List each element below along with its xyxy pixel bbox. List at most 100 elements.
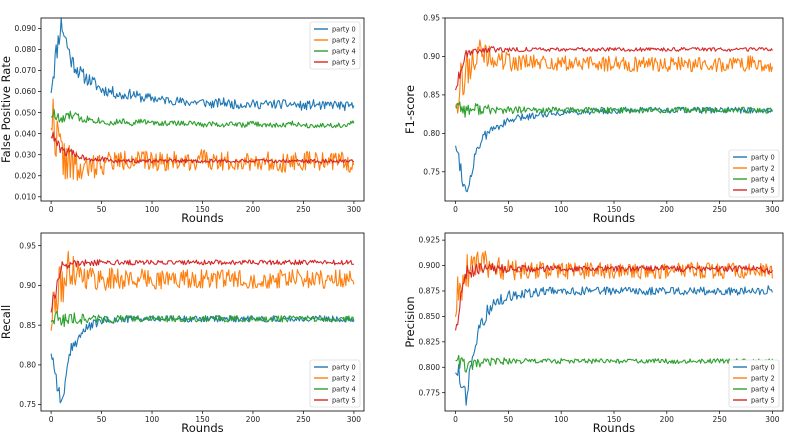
f1-legend-label: party 5 (751, 186, 775, 194)
fpr-series-party-2 (50, 98, 355, 181)
precision-y-tick-label: 0.850 (419, 312, 441, 321)
fpr-series-party-5 (50, 131, 355, 164)
f1-x-tick-label: 300 (765, 205, 780, 214)
fpr-y-tick-label: 0.090 (15, 24, 37, 33)
fpr-y-tick-label: 0.030 (15, 150, 37, 159)
precision-legend-label: party 4 (751, 385, 775, 393)
fpr-legend-label: party 2 (332, 36, 356, 44)
recall-y-tick-label: 0.85 (19, 321, 36, 330)
f1-x-tick-label: 150 (607, 205, 622, 214)
f1-y-tick-label: 0.95 (423, 14, 440, 23)
precision-y-tick-label: 0.875 (419, 287, 441, 296)
precision-series-party-0 (455, 285, 773, 406)
precision-x-tick-label: 250 (712, 415, 727, 424)
recall-y-axis-label: Recall (0, 305, 13, 339)
f1-chart: 0 50 100 150 200 250 300 0.75 0.80 0.85 0.90 0.95 Ro… (403, 14, 784, 225)
recall-x-tick-label: 250 (296, 415, 311, 424)
precision-series-party-4 (455, 354, 773, 373)
f1-legend-label: party 2 (751, 164, 775, 172)
f1-legend-label: party 4 (751, 175, 775, 183)
f1-series-party-2 (455, 39, 773, 114)
recall-x-tick-label: 150 (195, 415, 210, 424)
recall-legend: party 0 party 2 party 4 party 5 (309, 359, 361, 408)
f1-series-party-4 (455, 101, 773, 118)
f1-legend: party 0 party 2 party 4 party 5 (728, 149, 780, 198)
precision-x-tick-label: 200 (660, 415, 675, 424)
fpr-series-party-4 (50, 108, 355, 129)
fpr-y-tick-label: 0.040 (15, 129, 37, 138)
precision-x-axis-label: Rounds (593, 421, 635, 434)
recall-legend-label: party 2 (332, 374, 356, 382)
fpr-y-tick-label: 0.060 (15, 87, 37, 96)
f1-legend-label: party 0 (751, 153, 775, 161)
recall-y-tick-label: 0.80 (19, 361, 36, 370)
fpr-x-tick-label: 0 (49, 205, 54, 214)
f1-y-tick-label: 0.85 (423, 90, 440, 99)
recall-legend-label: party 5 (332, 396, 356, 404)
f1-y-tick-label: 0.80 (423, 129, 440, 138)
fpr-legend-label: party 0 (332, 25, 356, 33)
recall-series-party-2 (50, 250, 355, 331)
precision-legend-label: party 0 (751, 363, 775, 371)
f1-y-axis-label: F1-score (403, 85, 417, 134)
recall-legend-label: party 4 (332, 385, 356, 393)
recall-x-tick-label: 50 (97, 415, 107, 424)
fpr-y-tick-label: 0.010 (15, 192, 37, 201)
recall-series-party-5 (50, 259, 354, 313)
recall-x-tick-label: 300 (347, 415, 362, 424)
recall-x-tick-label: 0 (49, 415, 54, 424)
precision-x-tick-label: 0 (453, 415, 458, 424)
precision-chart: 0 50 100 150 200 250 300 0.775 0.800 0.825 0.850 0.… (403, 232, 784, 434)
recall-chart: 0 50 100 150 200 250 300 0.75 0.80 0.85 0.90 0.95 Ro… (0, 232, 365, 434)
fpr-y-axis-label: False Positive Rate (0, 56, 13, 163)
f1-x-tick-label: 0 (453, 205, 458, 214)
recall-y-tick-label: 0.75 (19, 400, 36, 409)
f1-legend-box (728, 149, 780, 198)
precision-legend-box (728, 359, 780, 408)
recall-y-tick-label: 0.90 (19, 281, 36, 290)
recall-x-axis-label: Rounds (181, 421, 223, 434)
fpr-x-tick-label: 50 (97, 205, 107, 214)
fpr-y-tick-label: 0.080 (15, 45, 37, 54)
precision-y-tick-label: 0.900 (419, 261, 441, 270)
fpr-series-party-0 (50, 17, 355, 112)
recall-series-party-4 (50, 310, 355, 328)
fpr-y-tick-label: 0.020 (15, 171, 37, 180)
fpr-y-tick-label: 0.050 (15, 108, 37, 117)
precision-x-tick-label: 150 (607, 415, 622, 424)
fpr-legend-label: party 4 (332, 47, 356, 55)
fpr-x-tick-label: 150 (195, 205, 210, 214)
recall-x-tick-label: 200 (246, 415, 261, 424)
fpr-x-tick-label: 300 (347, 205, 362, 214)
f1-y-tick-label: 0.75 (423, 167, 440, 176)
fpr-x-axis-label: Rounds (181, 211, 223, 225)
recall-legend-box (309, 359, 361, 408)
recall-y-tick-label: 0.95 (19, 241, 36, 250)
f1-y-tick-label: 0.90 (423, 52, 440, 61)
precision-y-tick-label: 0.825 (419, 337, 441, 346)
recall-series-party-0 (50, 315, 355, 404)
precision-y-tick-label: 0.775 (419, 388, 441, 397)
precision-y-tick-label: 0.925 (419, 236, 441, 245)
fpr-legend: party 0 party 2 party 4 party 5 (309, 21, 361, 70)
precision-x-tick-label: 100 (554, 415, 569, 424)
precision-y-tick-label: 0.800 (419, 363, 441, 372)
fpr-x-tick-label: 100 (145, 205, 160, 214)
fpr-y-tick-label: 0.070 (15, 66, 37, 75)
recall-x-tick-label: 100 (145, 415, 160, 424)
precision-y-axis-label: Precision (403, 296, 417, 347)
precision-legend-label: party 5 (751, 396, 775, 404)
recall-legend-label: party 0 (332, 363, 356, 371)
precision-x-tick-label: 50 (504, 415, 514, 424)
fpr-legend-label: party 5 (332, 58, 356, 66)
f1-x-axis-label: Rounds (593, 211, 635, 225)
precision-series-party-5 (455, 262, 773, 331)
f1-x-tick-label: 200 (660, 205, 675, 214)
f1-x-tick-label: 100 (554, 205, 569, 214)
fpr-chart: 0 50 100 150 200 250 300 0.010 0.020 0.030 0.040 0.… (0, 17, 365, 225)
fpr-x-tick-label: 250 (296, 205, 311, 214)
precision-series-party-2 (455, 250, 773, 317)
fpr-legend-box (309, 21, 361, 70)
f1-series-party-5 (455, 46, 773, 91)
